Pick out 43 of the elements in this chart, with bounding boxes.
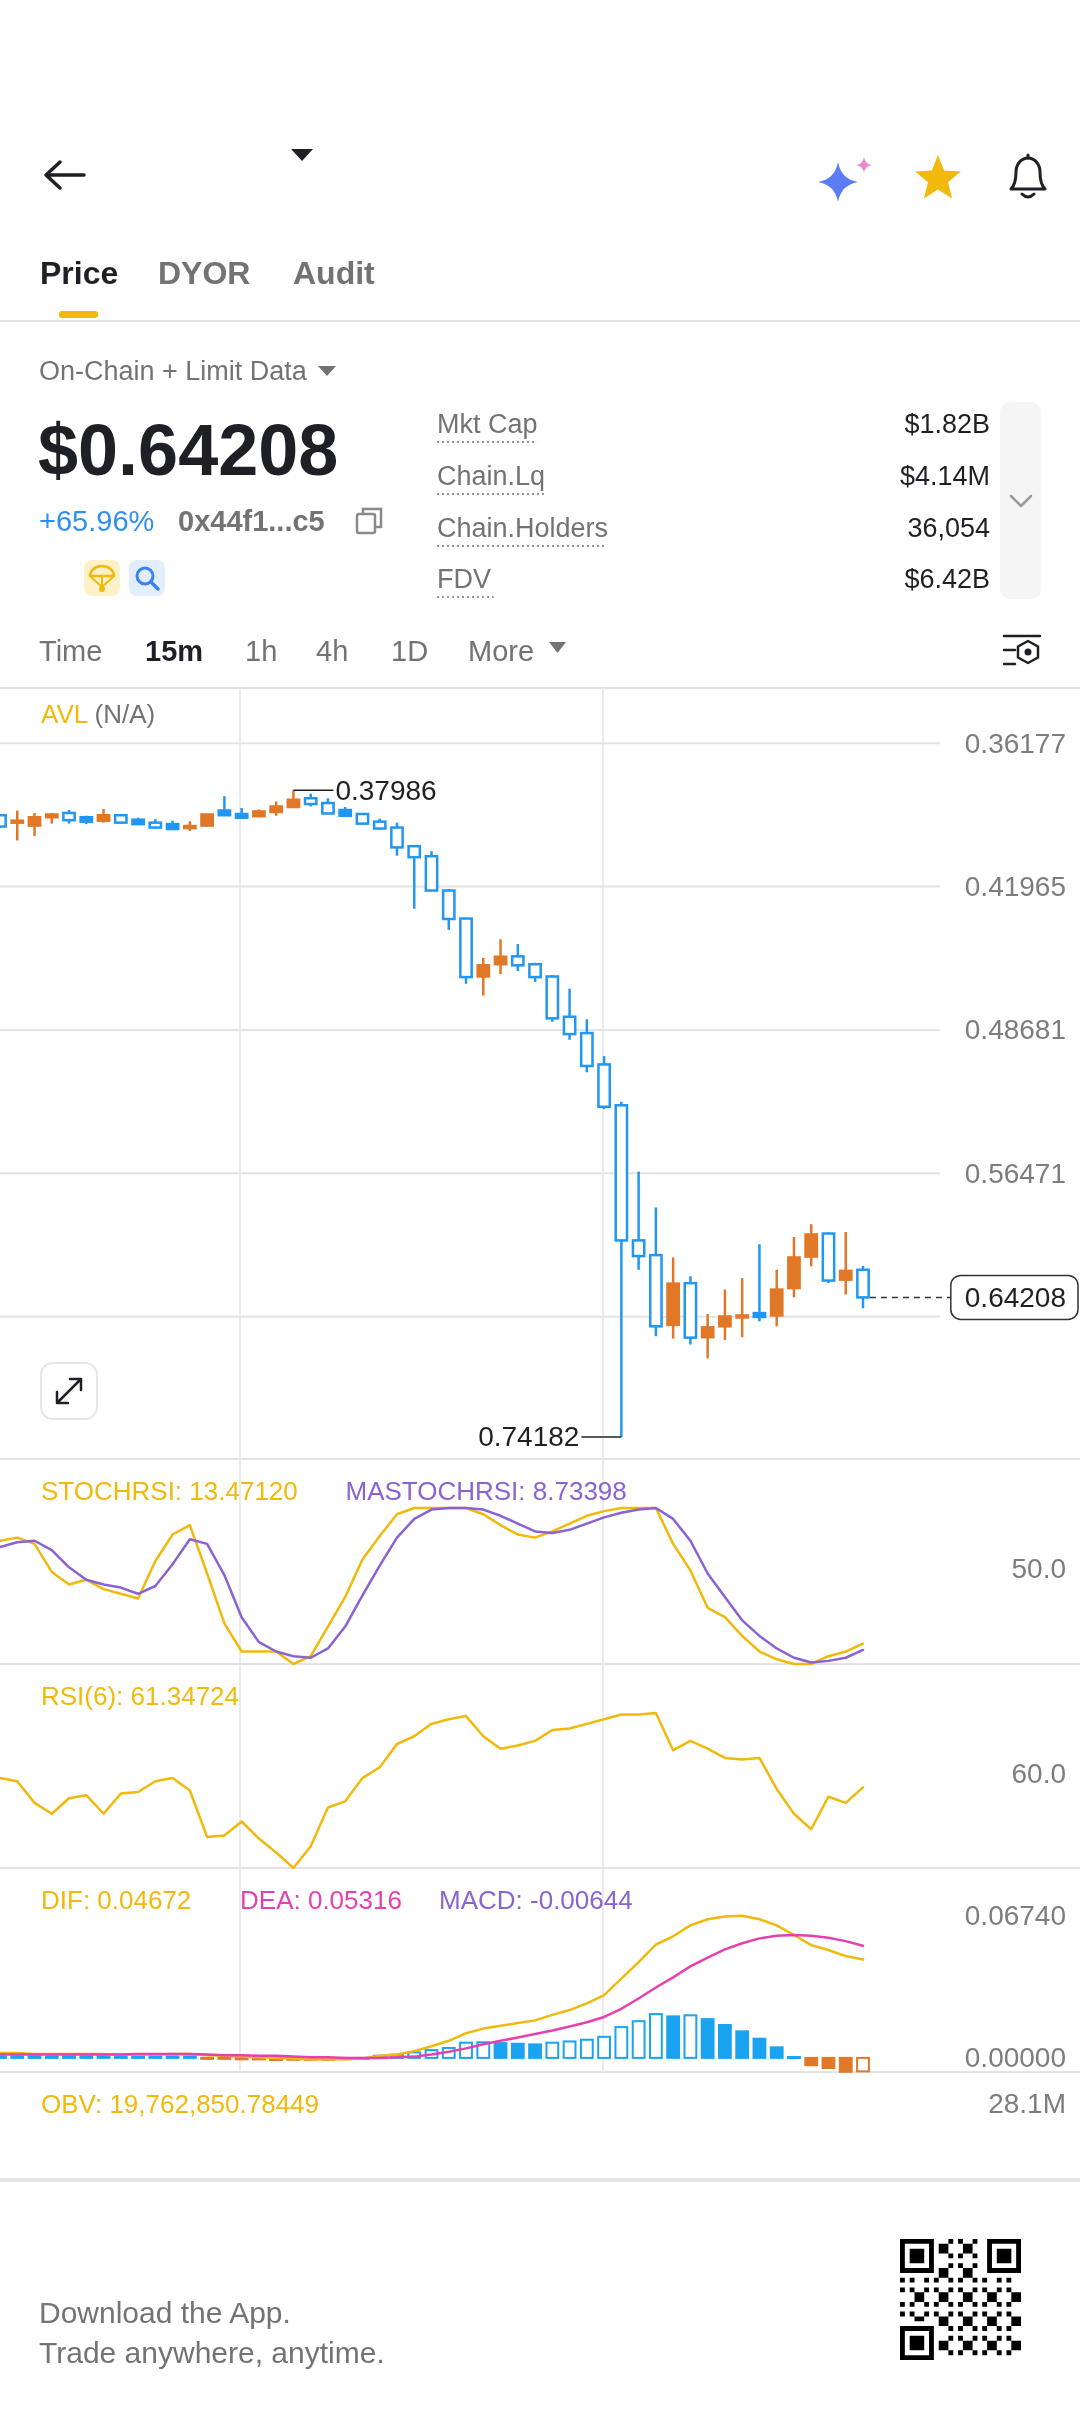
text: +65.96%: [39, 505, 155, 537]
text: 1h: [245, 635, 278, 667]
annotation: AVL (N/A): [41, 699, 156, 729]
y-tick-label: 0.06740: [964, 1900, 1066, 1932]
series-label: STOCHRSI: 13.47120: [41, 1476, 298, 1506]
ref-line-label: 0.64208: [964, 1281, 1066, 1313]
annotation: 0.74182: [478, 1421, 580, 1453]
text: DYOR: [158, 255, 251, 291]
text: 60.0: [1011, 1757, 1066, 1789]
text: $0.64208: [38, 410, 339, 490]
text: 28.1M: [988, 2088, 1066, 2119]
text: 0x44f1...c5: [178, 505, 325, 537]
text: $4.14M: [899, 461, 990, 491]
text: Audit: [293, 255, 376, 291]
text: RSI(6): 61.34724: [41, 1681, 240, 1711]
text: Time: [39, 635, 103, 667]
text: $6.42B: [904, 564, 990, 594]
text: Chain.Holders: [437, 513, 609, 543]
text: DEA: 0.05316: [240, 1885, 402, 1915]
text: 36,054: [907, 513, 990, 543]
text: Price: [40, 255, 119, 291]
annotation: 0.37986: [335, 774, 437, 806]
series-label: MASTOCHRSI: 8.73398: [345, 1476, 627, 1506]
y-tick-label: 0.48681: [964, 1014, 1066, 1046]
annotation: MACD: -0.00644: [439, 1885, 633, 1915]
text: OBV: 19,762,850.78449: [41, 2089, 320, 2119]
text: Chain.Lq: [437, 461, 546, 491]
text: 50.0: [1011, 1553, 1066, 1585]
text: 1D: [391, 635, 429, 667]
y-tick-label: 0.00000: [964, 2042, 1066, 2074]
text: 4h: [316, 635, 349, 667]
y-tick-label: 0.36177: [964, 727, 1066, 759]
text: Mkt Cap: [437, 409, 538, 439]
text: $1.82B: [904, 409, 990, 439]
text: FDV: [437, 564, 491, 594]
y-tick-label: 0.41965: [964, 871, 1066, 903]
text: On-Chain + Limit Data: [39, 356, 308, 386]
text: DIF: 0.04672: [41, 1885, 192, 1915]
text: Download the App.: [39, 2296, 291, 2329]
y-tick-label: 0.56471: [964, 1157, 1066, 1189]
text: 15m: [145, 635, 204, 667]
text: More: [468, 635, 535, 667]
text: Trade anywhere, anytime.: [39, 2336, 385, 2369]
